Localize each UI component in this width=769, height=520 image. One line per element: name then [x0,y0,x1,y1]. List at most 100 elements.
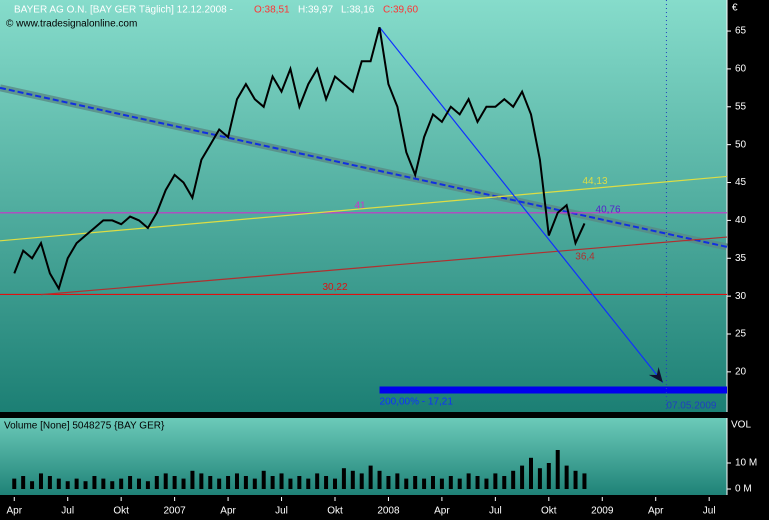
volume-bar [306,478,311,490]
trend-line [379,26,664,383]
volume-title: Volume [None] 5048275 {BAY GER} [4,421,165,432]
volume-bar [448,476,453,490]
volume-bar [422,478,427,490]
y-tick-label: 55 [735,101,747,112]
volume-bar [528,457,533,490]
x-tick-label: Okt [541,506,557,517]
volume-bar [475,476,480,490]
volume-bar [110,481,115,490]
volume-bar [234,473,239,490]
volume-bar [270,476,275,490]
volume-bar [377,470,382,490]
volume-bar [65,481,70,490]
header-close: C:39,60 [383,5,418,16]
volume-bar [172,476,177,490]
volume-bar [430,476,435,490]
line-label: 41 [354,200,366,211]
line-label: 36,4 [575,252,595,263]
y-tick-label: 25 [735,329,747,340]
header-title: BAYER AG O.N. [BAY GER Täglich] 12.12.20… [14,5,233,16]
volume-bar [404,478,409,490]
volume-bar [74,478,79,490]
x-tick-label: Jul [703,506,716,517]
volume-bar [288,478,293,490]
volume-bar [324,476,329,490]
volume-bar [350,470,355,490]
volume-bar [208,476,213,490]
volume-bar [181,478,186,490]
trend-line [0,86,728,248]
volume-bar [484,478,489,490]
volume-bar [38,473,43,490]
x-tick-label: Jul [489,506,502,517]
volume-bar [21,476,26,490]
line-label: 44,13 [582,176,607,187]
volume-bar [386,476,391,490]
volume-bar [154,476,159,490]
volume-bar [136,478,141,490]
volume-bar [217,478,222,490]
volume-bar [573,470,578,490]
y-tick-label: 65 [735,26,747,37]
header-high: H:39,97 [298,5,333,16]
x-tick-label: Jul [275,506,288,517]
trend-line [0,175,728,242]
volume-bar [537,468,542,490]
volume-bar [279,473,284,490]
price-line [13,27,586,292]
y-tick-label: 0 M [735,484,752,495]
volume-bar [555,449,560,490]
x-tick-label: 2009 [591,506,614,517]
y-tick-label: 35 [735,253,747,264]
volume-bar [119,478,124,490]
volume-bar [564,465,569,490]
volume-bar [145,481,150,490]
x-tick-label: Okt [327,506,343,517]
volume-bar [101,478,106,490]
volume-bar [520,465,525,490]
volume-bar [199,473,204,490]
volume-bar [511,470,516,490]
y-unit: VOL [731,420,751,431]
line-label: 200,00% - 17,21 [380,397,454,408]
x-tick-label: Okt [113,506,129,517]
volume-bar [439,478,444,490]
arrow-head [648,367,663,383]
volume-bar [582,473,587,490]
x-tick-label: Apr [434,506,450,517]
y-tick-label: 20 [735,367,747,378]
volume-bar [297,476,302,490]
volume-bar [92,476,97,490]
volume-bar [457,478,462,490]
y-tick-label: 50 [735,139,747,150]
date-label: 07.05.2009 [666,401,716,412]
volume-bar [413,476,418,490]
line-label: 30,22 [322,282,347,293]
copyright: © www.tradesignalonline.com [6,19,137,30]
y-unit: € [732,3,738,14]
volume-bar [261,470,266,490]
volume-bar [341,468,346,490]
header-low: L:38,16 [341,5,375,16]
volume-bar [226,476,231,490]
volume-bar [493,473,498,490]
volume-bar [128,476,133,490]
volume-bar [163,473,168,490]
volume-bar [332,478,337,490]
trend-line [40,236,728,296]
volume-bar [546,463,551,490]
volume-bar [252,478,257,490]
volume-bar [359,473,364,490]
volume-bar [502,476,507,490]
y-tick-label: 30 [735,291,747,302]
y-tick-label: 60 [735,64,747,75]
y-tick-label: 40 [735,215,747,226]
y-tick-label: 45 [735,177,747,188]
volume-bar [395,473,400,490]
x-tick-label: 2007 [163,506,186,517]
volume-bar [12,478,17,490]
price-panel [0,0,727,412]
x-tick-label: Jul [61,506,74,517]
x-tick-label: Apr [6,506,22,517]
